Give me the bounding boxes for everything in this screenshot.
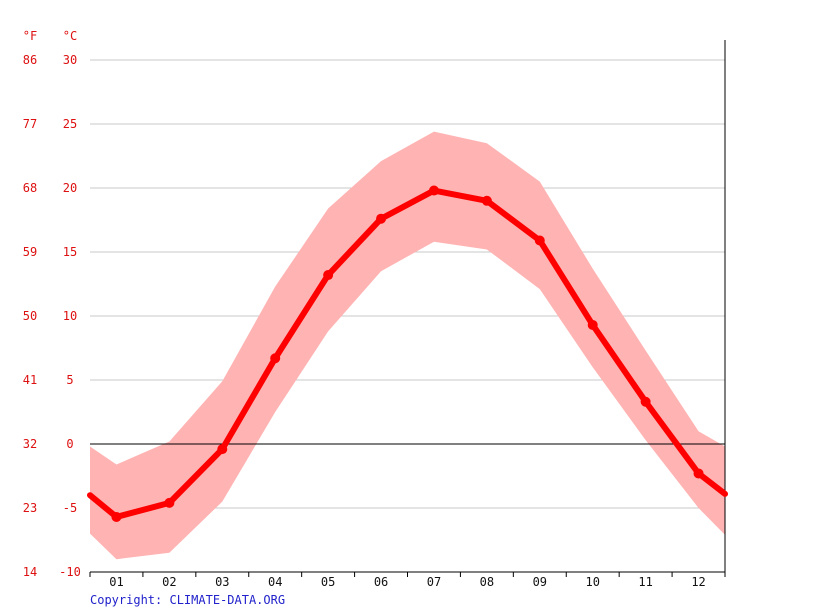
x-tick-label: 04	[268, 575, 282, 589]
data-point	[323, 270, 334, 281]
average-line-path	[87, 187, 728, 520]
data-point	[217, 444, 228, 455]
data-point	[534, 235, 545, 246]
x-tick-label: 06	[374, 575, 388, 589]
x-tick-label: 11	[638, 575, 652, 589]
y-tick-label-f: 59	[23, 245, 37, 259]
data-point	[164, 497, 175, 508]
y-tick-label-f: 14	[23, 565, 37, 579]
temperature-range-band	[90, 131, 725, 560]
x-tick-labels: 01 02 03 04 05 06 07 08 09 10 11 12	[109, 575, 706, 589]
y-tick-label-c: 15	[63, 245, 77, 259]
data-point	[693, 468, 704, 479]
y-tick-label-c: -5	[63, 501, 77, 515]
y-tick-label-f: 41	[23, 373, 37, 387]
x-tick-label: 03	[215, 575, 229, 589]
y-tick-label-c: 10	[63, 309, 77, 323]
data-point	[111, 511, 122, 522]
y-tick-label-f: 32	[23, 437, 37, 451]
unit-fahrenheit-label: °F	[23, 29, 37, 43]
y-tick-label-f: 50	[23, 309, 37, 323]
copyright-link[interactable]: Copyright: CLIMATE-DATA.ORG	[90, 593, 286, 607]
y-tick-label-c: 20	[63, 181, 77, 195]
y-tick-label-c: 5	[66, 373, 73, 387]
x-tick-label: 09	[533, 575, 547, 589]
data-point	[270, 353, 281, 364]
axes	[89, 40, 726, 577]
y-tick-label-f: 77	[23, 117, 37, 131]
y-tick-label-f: 23	[23, 501, 37, 515]
x-tick-label: 05	[321, 575, 335, 589]
x-tick-label: 12	[691, 575, 705, 589]
data-point	[376, 213, 387, 224]
y-tick-label-c: 25	[63, 117, 77, 131]
y-tick-label-c: 0	[66, 437, 73, 451]
y-tick-label-f: 68	[23, 181, 37, 195]
unit-celsius-label: °C	[63, 29, 77, 43]
average-temperature-line	[87, 185, 728, 522]
y-tick-label-c: -10	[59, 565, 81, 579]
y-tick-label-f: 86	[23, 53, 37, 67]
x-tick-label: 07	[427, 575, 441, 589]
x-tick-label: 08	[480, 575, 494, 589]
x-tick-label: 02	[162, 575, 176, 589]
x-tick-label: 10	[585, 575, 599, 589]
y-tick-label-c: 30	[63, 53, 77, 67]
data-point	[428, 185, 439, 196]
y-tick-labels: 86 30 77 25 68 20 59 15 50 10 41 5 32 0 23 -5 14 -10	[23, 53, 81, 579]
x-tick-label: 01	[109, 575, 123, 589]
data-point	[481, 195, 492, 206]
data-point	[587, 319, 598, 330]
data-point	[640, 396, 651, 407]
range-band	[90, 131, 725, 560]
